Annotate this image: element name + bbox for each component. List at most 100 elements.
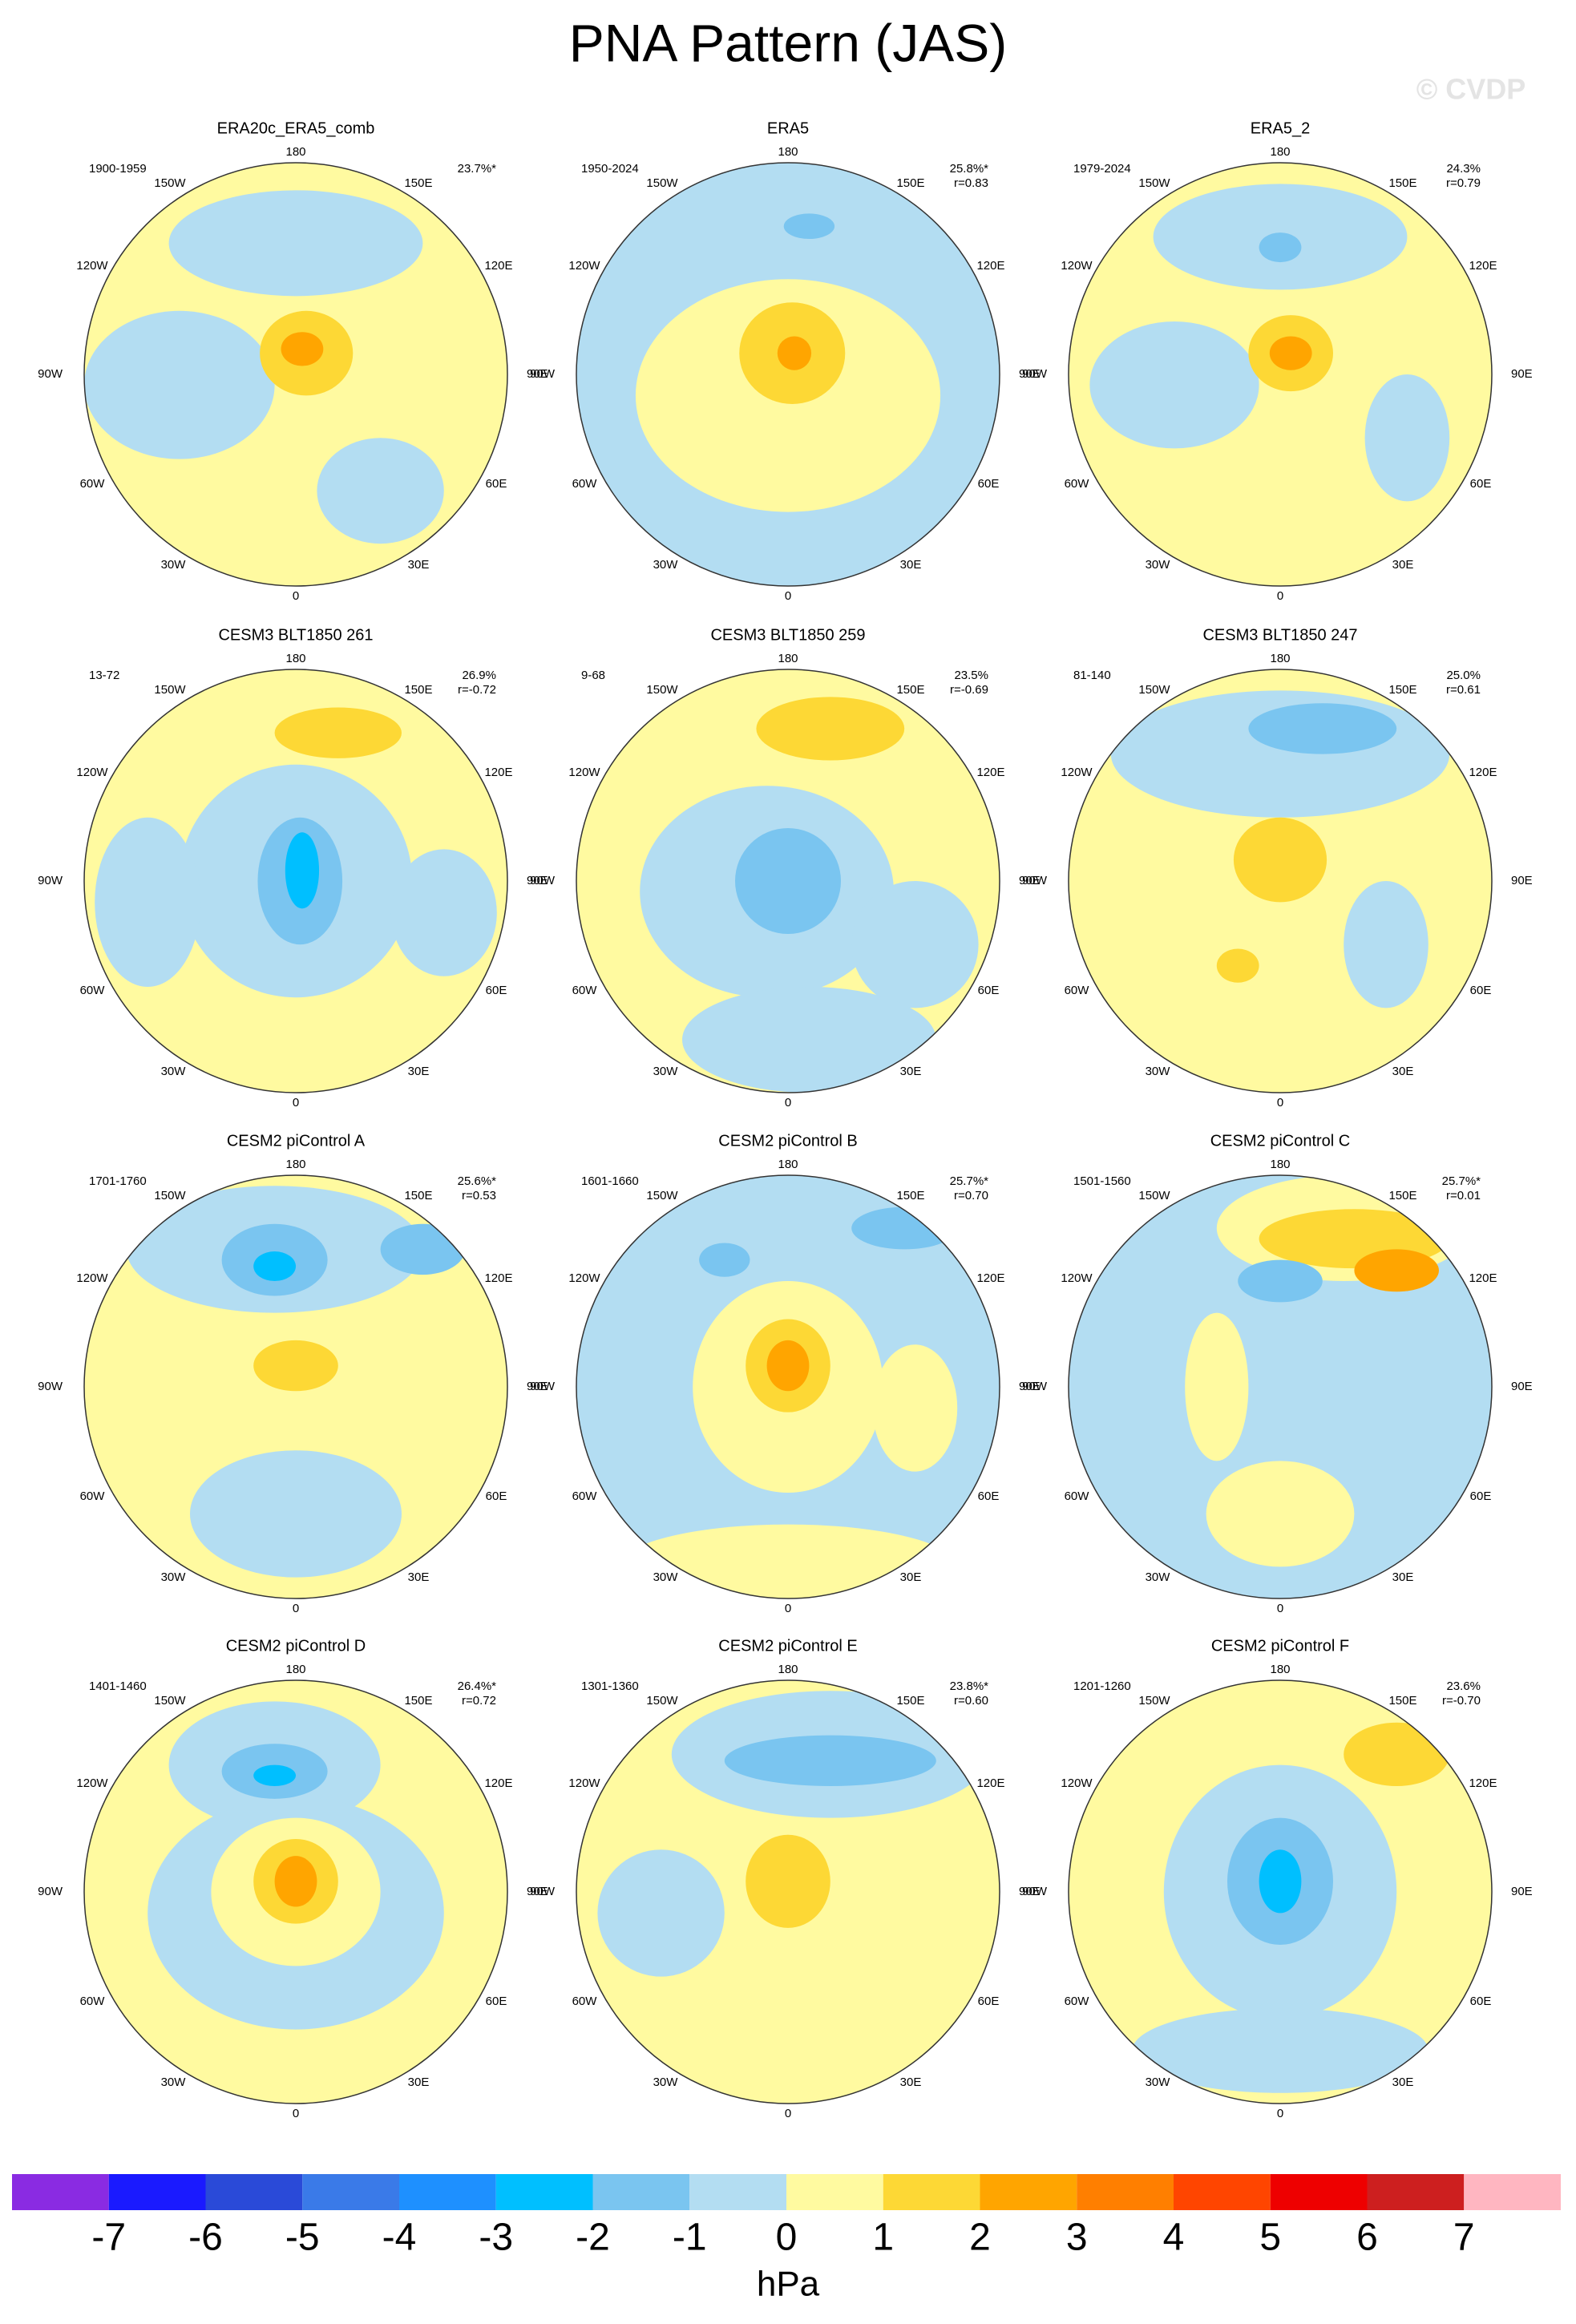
longitude-label: 90E [1019, 1885, 1041, 1898]
period-label: 1501-1560 [1073, 1174, 1131, 1188]
contour-region [756, 697, 905, 761]
colorbar-tick-label: -4 [382, 2217, 417, 2259]
contour-region [746, 1834, 830, 1928]
contour-region [1344, 881, 1429, 1008]
contour-region [190, 1450, 402, 1578]
map-field [576, 1175, 1000, 1599]
longitude-label: 30W [653, 1570, 679, 1584]
variance-label: 23.5% [954, 669, 988, 682]
contour-region [777, 336, 812, 370]
longitude-label: 30W [653, 1065, 679, 1078]
longitude-label: 120W [76, 766, 108, 779]
longitude-label: 150E [1388, 1694, 1416, 1708]
longitude-label: 0 [1277, 2107, 1283, 2120]
longitude-label: 60E [1470, 477, 1492, 491]
longitude-label: 30W [1146, 558, 1171, 572]
longitude-label: 0 [293, 2107, 299, 2120]
longitude-label: 120E [1469, 766, 1497, 779]
colorbar-box [399, 2174, 496, 2210]
colorbar-box [302, 2174, 399, 2210]
map-boundary [83, 669, 508, 1093]
variance-label: 23.8%* [950, 1679, 989, 1693]
variance-label: 25.7%* [1442, 1174, 1481, 1188]
longitude-label: 30E [408, 1065, 430, 1078]
longitude-label: 60E [1470, 1489, 1492, 1503]
contour-region [84, 310, 275, 459]
longitude-label: 150W [1138, 1189, 1170, 1202]
longitude-label: 30W [653, 558, 679, 572]
correlation-label: r=0.60 [954, 1694, 988, 1708]
longitude-label: 150W [646, 683, 678, 697]
longitude-label: 150E [404, 1189, 432, 1202]
longitude-label: 150W [154, 683, 186, 697]
longitude-label: 120W [1061, 1776, 1093, 1790]
longitude-label: 0 [293, 1096, 299, 1109]
colorbar-box [12, 2174, 109, 2210]
longitude-label: 150E [404, 1694, 432, 1708]
longitude-label: 180 [778, 1663, 798, 1676]
longitude-label: 60E [978, 1995, 1000, 2008]
contour-region [1259, 1849, 1302, 1914]
map-panel: CESM3 BLT1850 261 13-72 26.9%r=-0.72 180 0 15… [38, 626, 548, 1109]
longitude-label: 60E [1470, 1995, 1492, 2008]
longitude-label: 120E [484, 1776, 512, 1790]
longitude-label: 30E [408, 1570, 430, 1584]
longitude-label: 120W [568, 1776, 600, 1790]
longitude-label: 0 [293, 1602, 299, 1615]
colorbar-tick-label: -5 [285, 2217, 320, 2259]
longitude-label: 120W [568, 259, 600, 273]
correlation-label: r=0.70 [954, 1189, 988, 1202]
longitude-label: 180 [778, 652, 798, 665]
longitude-label: 60W [1065, 1489, 1090, 1503]
longitude-label: 150W [646, 1694, 678, 1708]
longitude-label: 150E [896, 176, 924, 190]
contour-region [1269, 336, 1312, 370]
contour-region [285, 832, 320, 909]
contour-region [783, 213, 835, 240]
longitude-label: 90W [1022, 1885, 1048, 1898]
longitude-label: 30W [653, 2075, 679, 2089]
period-label: 1601-1660 [581, 1174, 639, 1188]
longitude-label: 60W [80, 477, 106, 491]
map-boundary [1068, 669, 1493, 1093]
longitude-label: 30W [1146, 2075, 1171, 2089]
contour-region [597, 1849, 725, 1977]
variance-label: 25.7%* [950, 1174, 989, 1188]
longitude-label: 120E [976, 259, 1004, 273]
contour-region [1344, 1722, 1450, 1786]
contour-region [851, 881, 979, 1008]
contour-region [253, 1340, 338, 1392]
longitude-label: 150W [646, 1189, 678, 1202]
contour-region [168, 190, 423, 297]
longitude-label: 120E [484, 259, 512, 273]
period-label: 1301-1360 [581, 1679, 639, 1693]
longitude-label: 120E [1469, 1776, 1497, 1790]
variance-label: 24.3% [1446, 162, 1481, 176]
longitude-label: 120E [976, 766, 1004, 779]
longitude-label: 150W [154, 1694, 186, 1708]
longitude-label: 60W [572, 1489, 598, 1503]
map-boundary [576, 1679, 1000, 2104]
longitude-label: 60E [978, 477, 1000, 491]
longitude-label: 120W [1061, 766, 1093, 779]
longitude-label: 30E [900, 2075, 922, 2089]
longitude-label: 120W [76, 1271, 108, 1285]
map-boundary [83, 1679, 508, 2104]
longitude-label: 60W [1065, 477, 1090, 491]
contour-region [724, 1735, 936, 1787]
colorbar-tick-label: -2 [576, 2217, 610, 2259]
longitude-label: 90W [530, 874, 556, 887]
contour-region [281, 332, 324, 366]
colorbar-box [1077, 2174, 1174, 2210]
contour-region [1248, 703, 1397, 754]
contour-region [1238, 1259, 1323, 1303]
map-boundary [1068, 1174, 1493, 1599]
contour-region [618, 1524, 958, 1599]
panel-title: CESM2 piControl F [1211, 1637, 1349, 1655]
period-label: 1950-2024 [581, 162, 639, 176]
longitude-label: 90E [1511, 874, 1533, 887]
longitude-label: 90E [1511, 367, 1533, 381]
contour-region [872, 1344, 958, 1472]
